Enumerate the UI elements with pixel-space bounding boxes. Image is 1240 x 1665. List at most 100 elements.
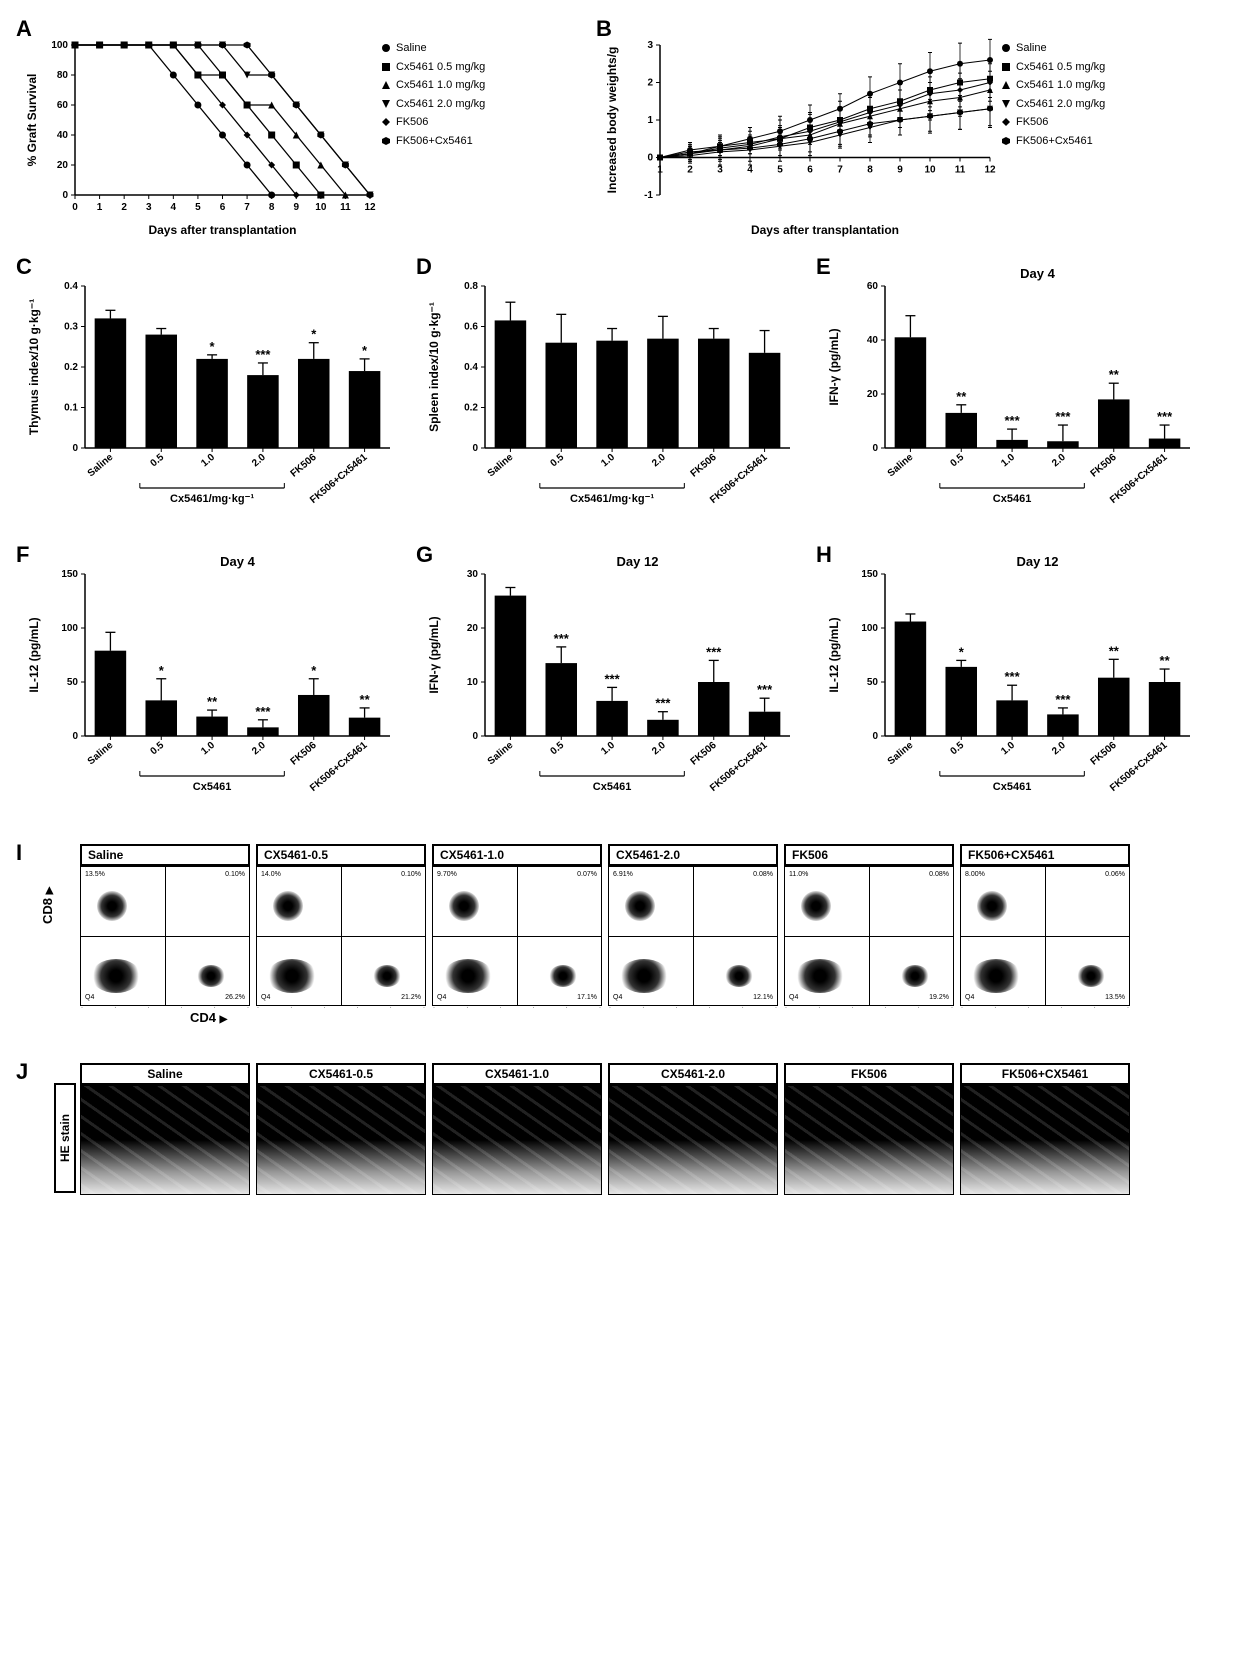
panel-g-label: G [416,542,433,568]
svg-text:150: 150 [61,569,78,580]
svg-text:***: *** [1055,692,1071,707]
svg-text:FK506: FK506 [289,740,319,768]
facs-q3: 13.5% [1105,994,1125,1001]
svg-text:5: 5 [195,202,201,213]
legend-item: Cx5461 2.0 mg/kg [380,96,485,113]
svg-text:0.2: 0.2 [64,362,78,373]
panel-b-legend: SalineCx5461 0.5 mg/kgCx5461 1.0 mg/kgCx… [1000,40,1105,151]
panel-a-legend: SalineCx5461 0.5 mg/kgCx5461 1.0 mg/kgCx… [380,40,485,151]
svg-text:Cx5461/mg·kg⁻¹: Cx5461/mg·kg⁻¹ [570,493,654,505]
svg-text:0.8: 0.8 [464,281,478,292]
facs-q1: 9.70% [437,871,457,878]
panel-e-label: E [816,254,831,280]
svg-text:IL-12 (pg/mL): IL-12 (pg/mL) [827,617,841,692]
panel-b: B -10123123456789101112Days after transp… [600,20,1220,240]
panel-d: D 00.20.40.60.8Saline0.51.02.0FK506FK506… [420,258,800,528]
svg-text:2.0: 2.0 [1050,452,1068,470]
facs-q2: 0.08% [929,871,949,878]
svg-text:2: 2 [687,165,693,176]
svg-text:Cx5461: Cx5461 [993,781,1032,793]
svg-text:40: 40 [57,130,69,141]
facs-q2: 0.07% [577,871,597,878]
legend-item: FK506 [1000,114,1105,131]
svg-text:3: 3 [647,40,653,51]
he-image [80,1085,250,1195]
panel-c-label: C [16,254,32,280]
he-cell: FK506+CX5461 [960,1063,1130,1195]
svg-text:10: 10 [924,165,936,176]
facs-q1: 13.5% [85,871,105,878]
facs-q2: 0.06% [1105,871,1125,878]
svg-text:Cx5461/mg·kg⁻¹: Cx5461/mg·kg⁻¹ [170,493,254,505]
facs-q1: 8.00% [965,871,985,878]
svg-text:Saline: Saline [886,740,916,768]
svg-text:0: 0 [62,190,68,201]
svg-text:2.0: 2.0 [650,740,668,758]
svg-text:Cx5461: Cx5461 [593,781,632,793]
legend-item: Cx5461 1.0 mg/kg [1000,77,1105,94]
svg-text:**: ** [207,694,218,709]
panel-i: I CD8 ▶ Saline13.5%0.10%26.2%Q4······CX5… [20,844,1220,1025]
svg-text:-1: -1 [644,190,653,201]
panel-e-chart: 0204060Saline**0.5***1.0***2.0**FK506***… [820,258,1200,528]
svg-text:***: *** [1055,409,1071,424]
legend-item: Saline [1000,40,1105,57]
he-title: FK506+CX5461 [960,1063,1130,1085]
svg-text:Days after transplantation: Days after transplantation [148,223,296,237]
svg-text:50: 50 [67,677,79,688]
svg-text:Days after transplantation: Days after transplantation [751,223,899,237]
panel-f-chart: 050100150Saline*0.5**1.0***2.0*FK506**FK… [20,546,400,816]
panel-a-label: A [16,16,32,42]
svg-text:0: 0 [72,202,78,213]
svg-text:1: 1 [657,165,663,176]
facs-q4: Q4 [437,994,446,1001]
panel-c: C 00.10.20.30.4Saline0.5*1.0***2.0*FK506… [20,258,400,528]
panel-j: J HE stain SalineCX5461-0.5CX5461-1.0CX5… [20,1063,1220,1195]
facs-q1: 14.0% [261,871,281,878]
panel-h-chart: 050100150Saline*0.5***1.0***2.0**FK506**… [820,546,1200,816]
panel-b-label: B [596,16,612,42]
he-cell: FK506 [784,1063,954,1195]
svg-text:1.0: 1.0 [199,452,217,470]
svg-text:50: 50 [867,677,879,688]
svg-text:Saline: Saline [486,740,516,768]
facs-cell: FK506+CX54618.00%0.06%13.5%Q4······ [960,844,1130,1006]
panel-a: A 0204060801000123456789101112Days after… [20,20,580,240]
he-image [432,1085,602,1195]
facs-cell: Saline13.5%0.10%26.2%Q4······ [80,844,250,1006]
facs-q4: Q4 [789,994,798,1001]
he-cell: Saline [80,1063,250,1195]
svg-text:0.1: 0.1 [64,403,78,414]
svg-text:5: 5 [777,165,783,176]
svg-text:11: 11 [340,202,351,213]
svg-text:1.0: 1.0 [999,452,1017,470]
he-title: CX5461-2.0 [608,1063,778,1085]
svg-text:IFN-γ (pg/mL): IFN-γ (pg/mL) [827,328,841,405]
svg-text:***: *** [604,671,620,686]
svg-text:8: 8 [269,202,275,213]
facs-plot: 8.00%0.06%13.5%Q4······ [960,866,1130,1006]
svg-text:9: 9 [897,165,903,176]
svg-text:Increased body weights/g: Increased body weights/g [605,47,619,194]
facs-q3: 17.1% [577,994,597,1001]
svg-text:Saline: Saline [86,452,116,480]
svg-text:0: 0 [72,731,78,742]
legend-item: FK506 [380,114,485,131]
svg-text:0.5: 0.5 [148,740,166,758]
panel-e: E 0204060Saline**0.5***1.0***2.0**FK506*… [820,258,1200,528]
panel-h: H 050100150Saline*0.5***1.0***2.0**FK506… [820,546,1200,816]
svg-text:60: 60 [867,281,879,292]
facs-title: CX5461-0.5 [256,844,426,866]
svg-text:***: *** [255,347,271,362]
svg-text:0.5: 0.5 [948,452,966,470]
svg-text:Thymus index/10 g·kg⁻¹: Thymus index/10 g·kg⁻¹ [27,299,41,435]
svg-text:100: 100 [51,40,68,51]
facs-plot: 9.70%0.07%17.1%Q4······ [432,866,602,1006]
he-image [960,1085,1130,1195]
svg-text:2: 2 [647,78,653,89]
svg-text:**: ** [360,692,371,707]
panel-c-chart: 00.10.20.30.4Saline0.5*1.0***2.0*FK506*F… [20,258,400,528]
svg-text:FK506: FK506 [689,452,719,480]
facs-q3: 19.2% [929,994,949,1001]
he-title: FK506 [784,1063,954,1085]
